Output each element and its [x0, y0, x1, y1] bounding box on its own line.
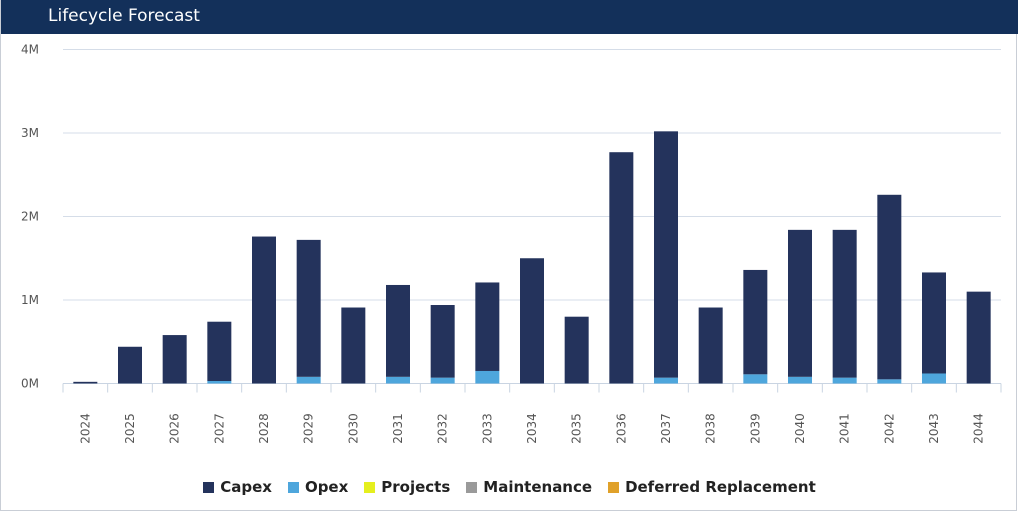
legend-swatch-capex: [203, 481, 215, 493]
x-tick-label: 2033: [480, 413, 494, 444]
x-tick-label: 2035: [570, 413, 584, 444]
bar-capex-2025[interactable]: [118, 346, 142, 384]
bar-capex-2029[interactable]: [296, 239, 321, 377]
bar-capex-2026[interactable]: [162, 335, 187, 384]
bar-opex-2031[interactable]: [386, 376, 410, 384]
bar-capex-2030[interactable]: [341, 307, 366, 384]
x-axis-ticks: 2024 2025 2026 2027 2028 2029 2030 2031 2032 2033…: [62, 383, 1002, 444]
x-tick-label: 2042: [882, 413, 896, 444]
y-tick-label: 3M: [21, 126, 39, 140]
bar-capex-2031[interactable]: [386, 284, 410, 377]
bar-capex-2035[interactable]: [564, 316, 589, 384]
bar-opex-2037[interactable]: [654, 377, 678, 384]
bar-opex-2040[interactable]: [788, 376, 812, 384]
x-tick-label: 2031: [391, 413, 405, 444]
x-tick-label: 2037: [659, 413, 673, 444]
bar-capex-2044[interactable]: [966, 291, 991, 384]
x-tick-label: 2029: [302, 413, 316, 444]
bar-capex-2033[interactable]: [475, 282, 500, 371]
bar-capex-2039[interactable]: [743, 269, 768, 375]
bar-capex-2024[interactable]: [73, 381, 98, 384]
legend-swatch-deferred-replacement: [608, 481, 620, 493]
bar-capex-2034[interactable]: [520, 258, 544, 384]
bars: [73, 131, 991, 384]
bar-capex-2037[interactable]: [654, 131, 678, 378]
x-tick-label: 2030: [346, 413, 360, 444]
legend-item-deferred-replacement[interactable]: Deferred Replacement: [608, 478, 816, 496]
x-tick-label: 2034: [525, 413, 539, 444]
bar-capex-2043[interactable]: [922, 272, 946, 374]
bar-capex-2028[interactable]: [252, 236, 276, 384]
bar-capex-2036[interactable]: [609, 152, 634, 384]
legend-label-deferred-replacement: Deferred Replacement: [625, 478, 816, 496]
x-tick-label: 2038: [704, 413, 718, 444]
legend-item-projects[interactable]: Projects: [364, 478, 450, 496]
bar-capex-2041[interactable]: [832, 229, 857, 378]
bar-opex-2029[interactable]: [296, 376, 321, 384]
legend: Capex Opex Projects Maintenance Deferred…: [1, 478, 1018, 496]
legend-item-opex[interactable]: Opex: [287, 478, 349, 496]
x-tick-label: 2027: [212, 413, 226, 444]
panel-header: Lifecycle Forecast: [1, 0, 1018, 34]
bar-opex-2027[interactable]: [207, 380, 232, 384]
x-tick-label: 2028: [257, 413, 271, 444]
legend-label-maintenance: Maintenance: [483, 478, 593, 496]
x-tick-label: 2043: [927, 413, 941, 444]
x-tick-label: 2041: [838, 413, 852, 444]
y-tick-label: 2M: [21, 210, 39, 224]
bar-capex-2038[interactable]: [698, 307, 723, 384]
legend-label-projects: Projects: [381, 478, 451, 496]
y-axis-ticks: 0M 1M 2M 3M 4M: [21, 43, 39, 391]
y-tick-label: 1M: [21, 293, 39, 307]
bar-opex-2032[interactable]: [430, 377, 455, 384]
legend-swatch-opex: [287, 481, 299, 493]
legend-swatch-projects: [364, 481, 376, 493]
x-tick-label: 2032: [436, 413, 450, 444]
legend-label-capex: Capex: [220, 478, 272, 496]
legend-label-opex: Opex: [304, 478, 349, 496]
x-tick-label: 2040: [793, 413, 807, 444]
x-tick-label: 2025: [123, 413, 137, 444]
legend-item-maintenance[interactable]: Maintenance: [466, 478, 592, 496]
bar-opex-2042[interactable]: [877, 379, 902, 384]
bar-capex-2042[interactable]: [877, 194, 902, 380]
panel-title: Lifecycle Forecast: [48, 6, 200, 26]
x-tick-label: 2036: [614, 413, 628, 444]
y-tick-label: 4M: [21, 43, 39, 57]
legend-item-capex[interactable]: Capex: [203, 478, 272, 496]
bar-capex-2040[interactable]: [788, 229, 812, 377]
x-tick-label: 2026: [168, 413, 182, 444]
bar-capex-2027[interactable]: [207, 321, 232, 381]
bar-opex-2033[interactable]: [475, 370, 500, 384]
x-tick-label: 2024: [78, 413, 92, 444]
x-tick-label: 2039: [748, 413, 762, 444]
bar-opex-2041[interactable]: [832, 377, 857, 384]
bar-opex-2043[interactable]: [922, 373, 946, 384]
bar-opex-2039[interactable]: [743, 374, 768, 384]
bar-capex-2032[interactable]: [430, 305, 455, 378]
x-tick-label: 2044: [972, 413, 986, 444]
legend-swatch-maintenance: [466, 481, 478, 493]
y-tick-label: 0M: [21, 377, 39, 391]
